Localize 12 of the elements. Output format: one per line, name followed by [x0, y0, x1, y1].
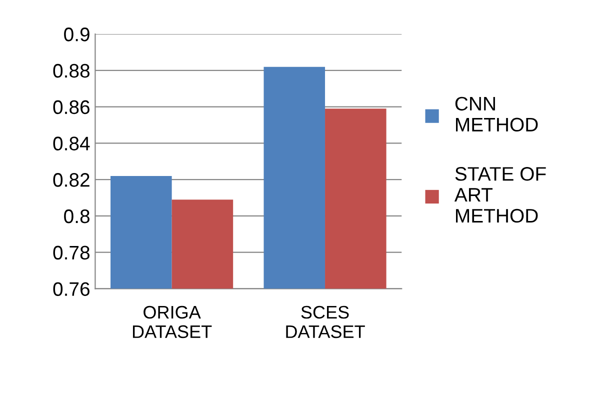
y-tick-label: 0.9 [64, 28, 90, 42]
y-tick-label: 0.84 [53, 136, 90, 150]
y-tick-label: 0.88 [53, 64, 90, 78]
y-tick-label: 0.76 [53, 282, 90, 296]
x-tick-label: SCES DATASET [286, 306, 365, 338]
y-tick-label: 0.8 [64, 209, 90, 224]
legend-label: STATE OF ART METHOD [454, 167, 546, 223]
y-tick-label: 0.86 [53, 100, 90, 114]
legend-label: CNN METHOD [455, 96, 538, 132]
x-tick-label: ORIGA DATASET [132, 306, 212, 338]
y-tick-label: 0.78 [53, 246, 90, 260]
y-tick-label: 0.82 [53, 173, 90, 187]
